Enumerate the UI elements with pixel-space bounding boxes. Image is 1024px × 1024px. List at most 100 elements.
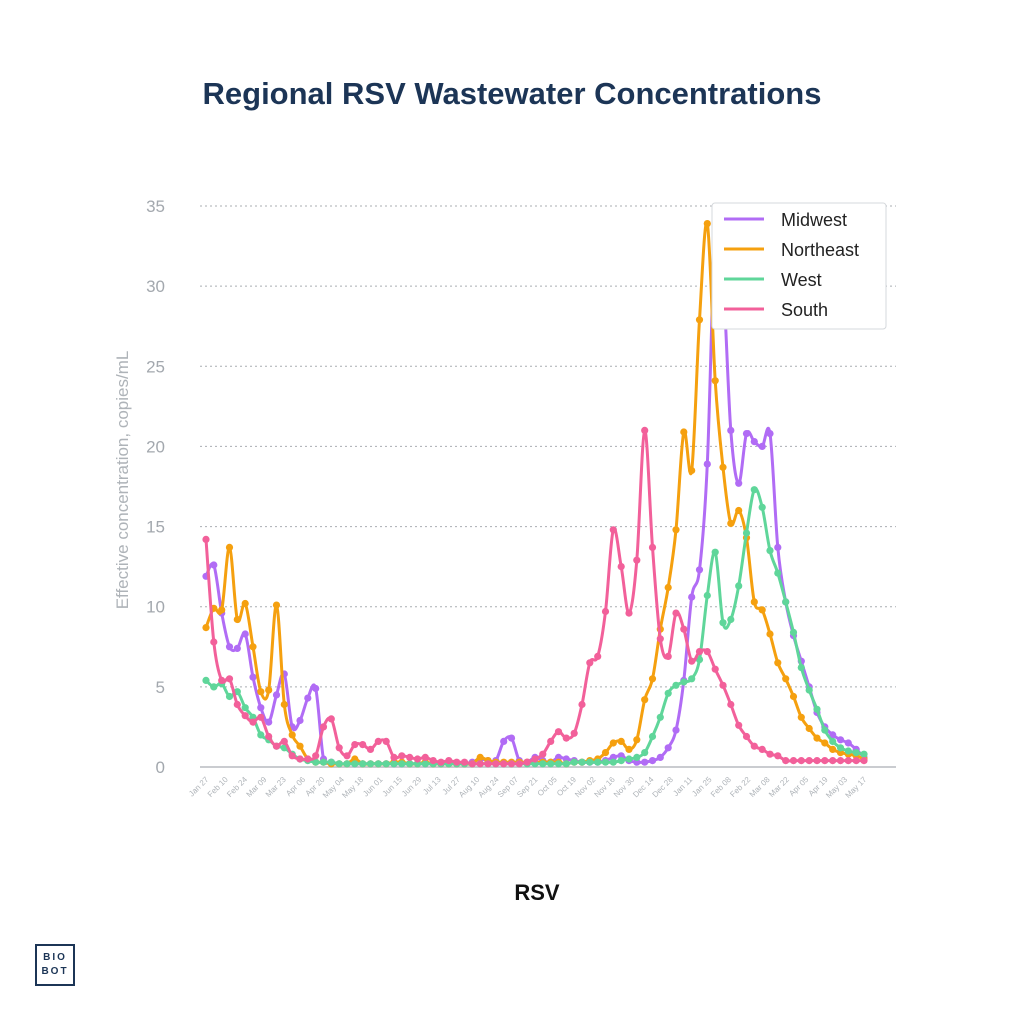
data-point-northeast [202, 624, 210, 632]
data-point-west [703, 591, 711, 600]
x-tick-label: Apr 06 [284, 775, 307, 798]
data-point-south [774, 752, 782, 760]
data-point-northeast [664, 583, 672, 592]
data-point-south [398, 752, 406, 760]
data-point-south [711, 665, 719, 673]
series-group [202, 220, 868, 768]
data-point-northeast [280, 700, 288, 709]
data-point-south [366, 745, 375, 754]
data-point-west [774, 569, 782, 577]
data-point-south [335, 744, 343, 752]
data-point-west [421, 760, 429, 768]
data-point-northeast [265, 686, 273, 694]
data-point-northeast [476, 753, 484, 762]
data-point-west [782, 598, 790, 606]
data-point-south [782, 757, 790, 765]
data-point-south [539, 750, 547, 758]
data-point-west [210, 683, 218, 691]
data-point-west [688, 675, 696, 683]
data-point-south [265, 732, 273, 741]
data-point-midwest [241, 630, 249, 638]
data-point-south [672, 609, 680, 617]
data-point-south [406, 753, 414, 762]
x-tick-label: May 17 [843, 775, 868, 800]
data-point-west [805, 686, 813, 694]
data-point-west [633, 753, 641, 762]
data-point-midwest [272, 691, 281, 699]
data-point-midwest [766, 430, 774, 438]
data-point-midwest [703, 460, 711, 468]
data-point-northeast [225, 543, 234, 552]
y-tick-label: 10 [146, 598, 165, 617]
x-tick-label: Mar 22 [767, 775, 791, 799]
legend-label-midwest: Midwest [781, 210, 847, 230]
x-tick-label: Dec 28 [651, 775, 676, 800]
data-point-south [609, 526, 617, 534]
data-point-west [852, 749, 860, 757]
data-point-west [257, 731, 265, 739]
data-point-south [836, 757, 845, 765]
data-point-midwest [648, 757, 657, 765]
data-point-south [860, 757, 868, 765]
data-point-west [359, 760, 367, 768]
data-point-northeast [272, 601, 281, 609]
data-point-west [570, 758, 578, 766]
data-point-west [366, 760, 375, 768]
data-point-south [829, 757, 837, 765]
data-point-south [648, 543, 657, 552]
data-point-west [601, 758, 610, 766]
y-tick-label: 0 [156, 758, 165, 777]
data-point-south [688, 657, 696, 665]
logo-line-2: BOT [41, 966, 69, 977]
data-point-midwest [735, 479, 743, 487]
data-point-south [570, 729, 578, 737]
data-point-midwest [836, 736, 845, 744]
x-axis-title: RSV [514, 880, 560, 905]
data-point-south [492, 760, 500, 768]
data-point-south [547, 737, 555, 746]
data-point-west [539, 760, 547, 768]
data-point-midwest [249, 673, 257, 681]
x-tick-label: Jun 29 [400, 775, 424, 799]
data-point-south [453, 758, 461, 766]
data-point-midwest [664, 744, 672, 752]
y-axis-ticks: 0 5 10 15 20 25 30 35 [146, 197, 165, 777]
data-point-south [641, 426, 649, 434]
data-point-south [437, 758, 445, 766]
data-point-west [719, 619, 727, 627]
data-point-west [758, 503, 766, 511]
data-point-midwest [656, 753, 664, 762]
x-tick-label: Mar 23 [264, 775, 288, 799]
data-point-west [390, 760, 398, 768]
data-point-west [750, 486, 758, 494]
data-point-west [648, 732, 657, 741]
y-axis-label: Effective concentration, copies/mL [113, 351, 132, 610]
data-point-northeast [641, 696, 649, 704]
data-point-south [476, 760, 484, 768]
x-tick-label: May 18 [340, 775, 365, 800]
data-point-south [523, 758, 531, 766]
data-point-south [421, 753, 429, 762]
data-point-west [406, 760, 414, 768]
data-point-south [562, 734, 570, 742]
data-point-midwest [304, 694, 312, 702]
data-point-northeast [288, 731, 296, 739]
data-point-northeast [688, 466, 696, 475]
data-point-south [821, 757, 829, 765]
x-tick-label: Jan 11 [671, 775, 694, 798]
y-tick-label: 20 [146, 437, 165, 456]
y-tick-label: 35 [146, 197, 165, 216]
data-point-northeast [233, 615, 241, 624]
data-point-northeast [672, 526, 680, 534]
data-point-south [813, 757, 821, 765]
data-point-south [296, 755, 304, 763]
data-point-south [617, 563, 625, 571]
data-point-west [202, 676, 210, 685]
biobot-logo: BIO BOT [35, 944, 75, 986]
data-point-midwest [844, 739, 852, 747]
data-point-west [680, 678, 688, 686]
y-tick-label: 5 [156, 678, 165, 697]
data-point-northeast [821, 739, 829, 747]
data-point-west [562, 760, 570, 768]
data-point-west [312, 758, 320, 766]
